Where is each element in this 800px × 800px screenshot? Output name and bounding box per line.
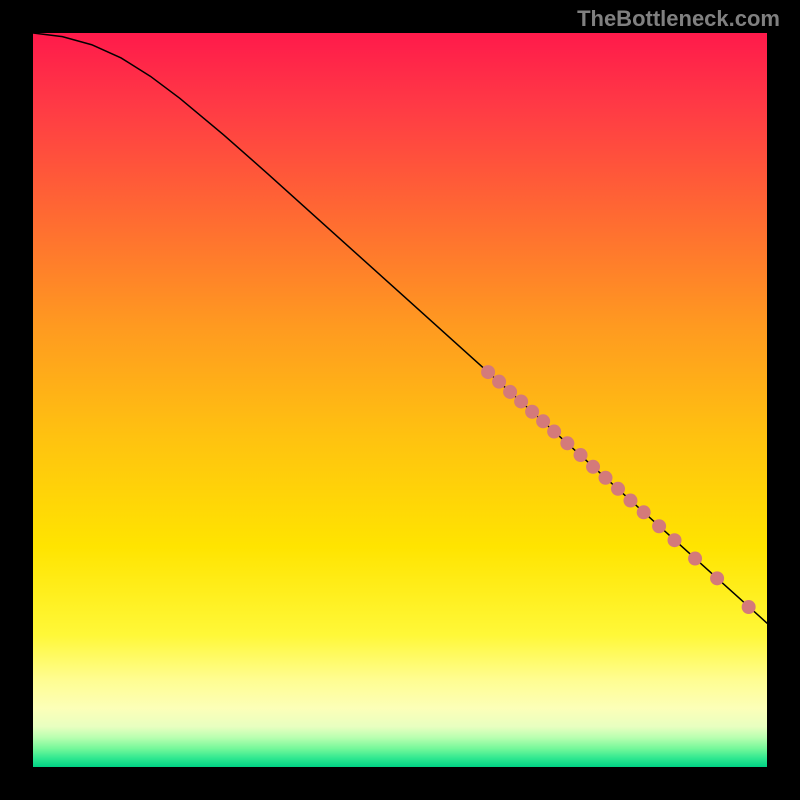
data-marker <box>599 471 613 485</box>
data-marker <box>710 571 724 585</box>
data-marker <box>688 552 702 566</box>
watermark-text: TheBottleneck.com <box>577 6 780 32</box>
data-marker <box>514 394 528 408</box>
data-marker <box>560 436 574 450</box>
chart-svg <box>33 33 767 767</box>
data-marker <box>503 385 517 399</box>
data-marker <box>668 533 682 547</box>
gradient-background <box>33 33 767 767</box>
data-marker <box>574 448 588 462</box>
data-marker <box>536 414 550 428</box>
data-marker <box>525 405 539 419</box>
figure-container: TheBottleneck.com <box>0 0 800 800</box>
data-marker <box>611 482 625 496</box>
data-marker <box>547 425 561 439</box>
data-marker <box>481 365 495 379</box>
data-marker <box>586 460 600 474</box>
data-marker <box>637 505 651 519</box>
data-marker <box>492 375 506 389</box>
data-marker <box>623 494 637 508</box>
data-marker <box>742 600 756 614</box>
plot-area <box>33 33 767 767</box>
data-marker <box>652 519 666 533</box>
